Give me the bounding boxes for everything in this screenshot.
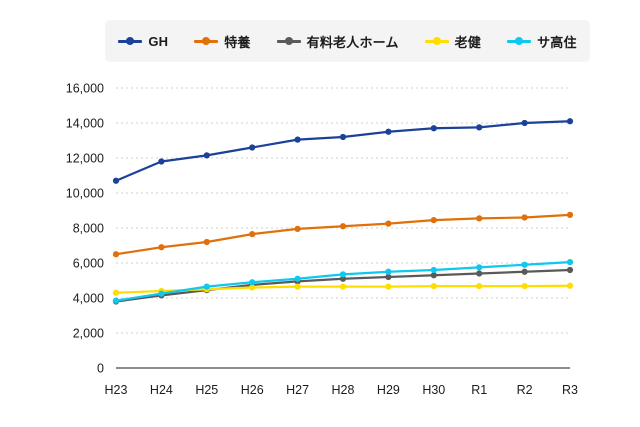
data-point[interactable] bbox=[339, 283, 347, 290]
data-point[interactable] bbox=[521, 214, 528, 221]
series-特養 bbox=[112, 211, 574, 258]
plot-area: 16,000 14,000 12,000 10,000 8,000 6,000 4,000 2… bbox=[66, 82, 579, 398]
legend-dot bbox=[202, 37, 211, 45]
series-line bbox=[114, 120, 572, 182]
chart-legend: GH 特養 有料老人ホーム 老健 bbox=[105, 20, 590, 62]
legend-label: 有料老人ホーム bbox=[306, 34, 399, 50]
x-tick-label: H25 bbox=[195, 383, 218, 397]
legend-item-yuryo-rojin-home[interactable]: 有料老人ホーム bbox=[276, 32, 399, 51]
data-point[interactable] bbox=[158, 290, 165, 297]
legend-label: GH bbox=[148, 33, 169, 49]
data-point[interactable] bbox=[566, 211, 574, 218]
x-tick-label: H29 bbox=[377, 383, 400, 397]
data-point[interactable] bbox=[203, 238, 210, 246]
data-point[interactable] bbox=[294, 136, 301, 143]
data-point[interactable] bbox=[112, 297, 120, 304]
data-point[interactable] bbox=[158, 244, 165, 251]
data-point[interactable] bbox=[476, 283, 483, 290]
data-point[interactable] bbox=[339, 133, 347, 141]
data-point[interactable] bbox=[203, 152, 210, 159]
legend-dot bbox=[126, 37, 135, 45]
data-point[interactable] bbox=[430, 283, 437, 290]
data-point[interactable] bbox=[112, 177, 120, 184]
y-tick-label: 10,000 bbox=[66, 187, 104, 201]
data-point[interactable] bbox=[430, 272, 437, 279]
data-point[interactable] bbox=[476, 264, 483, 271]
data-point[interactable] bbox=[476, 124, 483, 131]
data-point[interactable] bbox=[249, 231, 256, 238]
y-tick-label: 16,000 bbox=[66, 82, 104, 96]
data-point[interactable] bbox=[339, 271, 347, 278]
legend-item-tokuyo[interactable]: 特養 bbox=[194, 32, 250, 51]
data-point[interactable] bbox=[385, 220, 392, 227]
line-marker-icon bbox=[424, 35, 449, 47]
data-point[interactable] bbox=[249, 279, 256, 286]
legend-dot bbox=[515, 37, 524, 45]
legend-label: 特養 bbox=[224, 34, 251, 50]
data-point[interactable] bbox=[430, 217, 437, 224]
data-point[interactable] bbox=[521, 268, 528, 275]
data-point[interactable] bbox=[521, 119, 528, 127]
data-point[interactable] bbox=[430, 125, 437, 132]
data-point[interactable] bbox=[476, 215, 483, 222]
x-tick-label: H30 bbox=[422, 383, 445, 397]
data-point[interactable] bbox=[294, 225, 301, 232]
x-tick-label: H26 bbox=[241, 383, 264, 397]
x-tick-label: H27 bbox=[286, 383, 309, 397]
x-tick-label: R2 bbox=[517, 383, 533, 397]
line-marker-icon bbox=[507, 35, 532, 47]
y-tick-label: 6,000 bbox=[73, 257, 104, 271]
data-point[interactable] bbox=[249, 144, 256, 151]
data-point[interactable] bbox=[385, 268, 392, 275]
data-point[interactable] bbox=[203, 283, 210, 290]
series-layer bbox=[112, 118, 574, 305]
y-tick-label: 4,000 bbox=[73, 292, 104, 306]
legend-dot bbox=[284, 37, 293, 45]
data-point[interactable] bbox=[521, 261, 528, 268]
legend-item-gh[interactable]: GH bbox=[118, 34, 168, 49]
data-point[interactable] bbox=[294, 283, 301, 290]
legend-item-sakoju[interactable]: サ高住 bbox=[507, 32, 577, 51]
data-point[interactable] bbox=[476, 270, 483, 277]
data-point[interactable] bbox=[385, 128, 392, 135]
series-GH bbox=[112, 118, 574, 184]
data-point[interactable] bbox=[566, 118, 574, 125]
data-point[interactable] bbox=[566, 259, 574, 266]
data-point[interactable] bbox=[112, 289, 120, 296]
series-line bbox=[114, 213, 572, 256]
data-point[interactable] bbox=[339, 275, 347, 282]
y-tick-label: 8,000 bbox=[73, 222, 104, 236]
data-point[interactable] bbox=[521, 283, 528, 290]
data-point[interactable] bbox=[385, 283, 392, 290]
line-marker-icon bbox=[276, 35, 301, 47]
line-marker-icon bbox=[194, 35, 219, 47]
legend-label: 老健 bbox=[454, 34, 482, 50]
x-tick-label: R3 bbox=[562, 383, 578, 397]
data-point[interactable] bbox=[112, 251, 120, 258]
y-tick-label: 14,000 bbox=[66, 117, 104, 131]
data-point[interactable] bbox=[339, 223, 347, 230]
data-point[interactable] bbox=[158, 158, 165, 165]
x-tick-label: H24 bbox=[150, 383, 173, 397]
data-point[interactable] bbox=[566, 266, 574, 274]
y-tick-label: 2,000 bbox=[73, 327, 104, 341]
data-point[interactable] bbox=[566, 282, 574, 289]
x-tick-label: R1 bbox=[471, 383, 487, 397]
line-marker-icon bbox=[118, 35, 143, 47]
legend-dot bbox=[432, 37, 441, 45]
legend-label: サ高住 bbox=[537, 34, 577, 50]
legend-item-roken[interactable]: 老健 bbox=[424, 32, 482, 51]
series-サ高住 bbox=[112, 259, 574, 304]
x-tick-label: H23 bbox=[105, 383, 128, 397]
y-tick-label: 0 bbox=[97, 362, 104, 376]
data-point[interactable] bbox=[294, 275, 301, 282]
data-point[interactable] bbox=[430, 266, 437, 274]
data-point[interactable] bbox=[249, 284, 256, 291]
data-point[interactable] bbox=[385, 273, 392, 281]
y-axis-labels: 16,000 14,000 12,000 10,000 8,000 6,000 4,000 2… bbox=[66, 82, 104, 376]
x-tick-label: H28 bbox=[332, 383, 355, 397]
x-axis-labels: H23 H24 H25 H26 H27 H28 H29 H30 R1 R2 R3 bbox=[105, 383, 579, 397]
y-tick-label: 12,000 bbox=[66, 152, 104, 166]
